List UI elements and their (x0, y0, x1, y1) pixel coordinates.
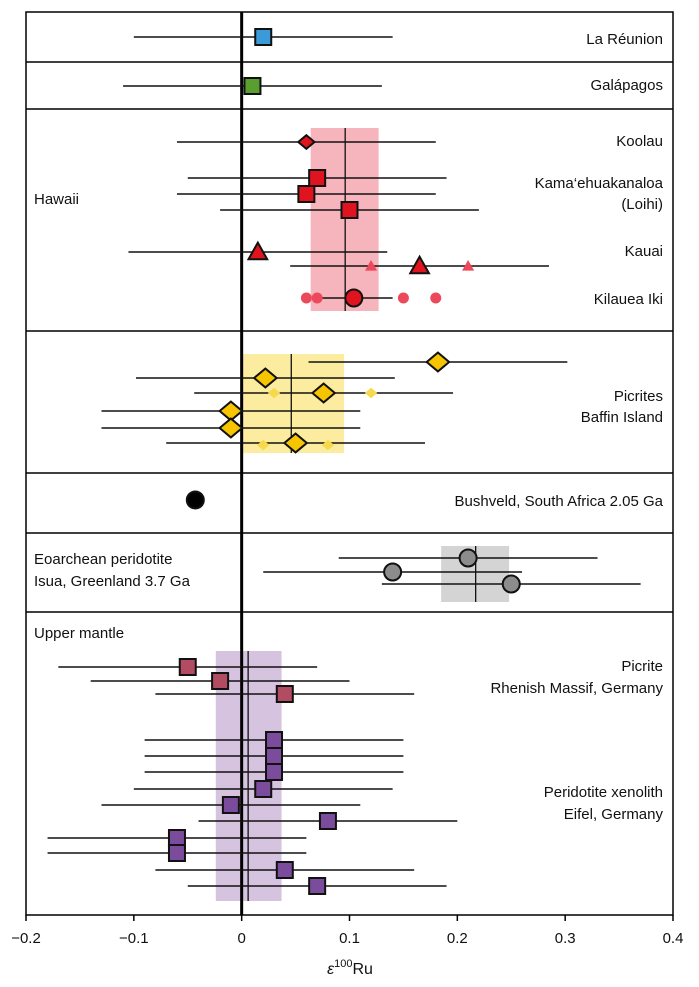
marker (296, 133, 317, 151)
marker (458, 548, 478, 568)
x-axis-label: ε100Ru (327, 958, 373, 978)
panel-name: Upper mantle (34, 625, 124, 642)
marker (265, 747, 284, 765)
x-tick-label: −0.2 (11, 930, 41, 947)
marker (167, 844, 186, 862)
group-label: Baffin Island (581, 409, 663, 426)
minor-marker (365, 259, 378, 271)
group-label: La Réunion (586, 31, 663, 48)
group-label: Eifel, Germany (564, 806, 664, 823)
marker (246, 240, 269, 261)
group-label: (Loihi) (621, 196, 663, 213)
marker (501, 574, 521, 594)
group-label: Galápagos (590, 77, 663, 94)
group-label: Picrites (614, 388, 663, 405)
x-tick-label: 0.4 (663, 930, 684, 947)
marker (275, 861, 294, 879)
group-label: Bushveld, South Africa 2.05 Ga (455, 493, 664, 510)
x-tick-label: −0.1 (119, 930, 149, 947)
minor-marker (311, 292, 323, 304)
marker (297, 185, 316, 203)
minor-marker (430, 292, 442, 304)
panel-name: Isua, Greenland 3.7 Ga (34, 573, 191, 590)
minor-marker (397, 292, 409, 304)
panel-name: Hawaii (34, 191, 79, 208)
marker (282, 432, 309, 454)
marker (243, 77, 262, 95)
group-label: Kilauea Iki (594, 291, 663, 308)
marker (254, 28, 273, 46)
minor-marker (462, 259, 475, 271)
x-tick-label: 0 (237, 930, 245, 947)
group-label: Rhenish Massif, Germany (490, 680, 663, 697)
marker (310, 382, 337, 404)
marker (265, 763, 284, 781)
marker (265, 731, 284, 749)
marker (308, 169, 327, 187)
marker (185, 490, 205, 510)
marker (252, 367, 279, 389)
marker (167, 829, 186, 847)
marker (425, 351, 451, 373)
group-label: Picrite (621, 658, 663, 675)
marker (383, 562, 403, 582)
group-label: Kama‘ehuakanaloa (535, 175, 664, 192)
group-label: Koolau (616, 133, 663, 150)
group-label: Peridotite xenolith (544, 784, 663, 801)
marker (308, 877, 327, 895)
x-tick-label: 0.1 (339, 930, 360, 947)
x-tick-label: 0.2 (447, 930, 468, 947)
x-label-mass: 100 (334, 958, 352, 970)
group-label: Kauai (625, 243, 663, 260)
x-label-element: Ru (352, 961, 372, 978)
minor-marker (364, 387, 378, 399)
panel-name: Eoarchean peridotite (34, 551, 172, 568)
marker (218, 417, 244, 439)
marker (340, 201, 359, 219)
marker (408, 254, 431, 275)
minor-marker (321, 439, 335, 451)
x-tick-label: 0.3 (555, 930, 576, 947)
marker (254, 780, 273, 798)
marker (275, 685, 294, 703)
minor-marker (300, 292, 312, 304)
minor-marker (256, 439, 270, 451)
marker (344, 288, 364, 308)
marker (211, 672, 230, 690)
marker (221, 796, 240, 814)
minor-marker (267, 387, 281, 399)
marker (318, 812, 337, 830)
marker (178, 658, 197, 676)
x-label-symbol: ε (327, 961, 335, 978)
marker (218, 400, 244, 422)
